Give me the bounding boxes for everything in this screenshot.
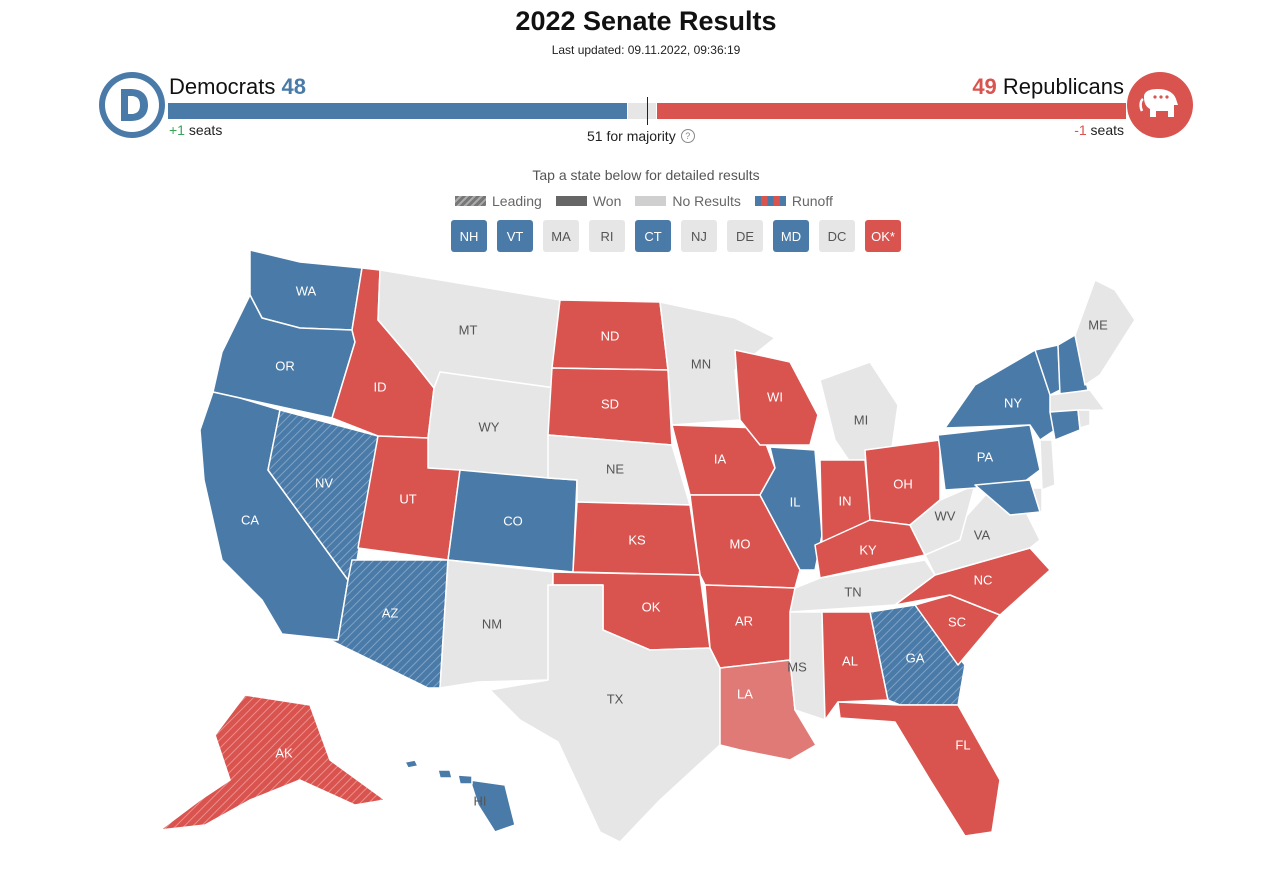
state-md[interactable]	[974, 479, 1041, 516]
state-button-vt[interactable]: VT	[497, 220, 533, 252]
state-ms[interactable]	[789, 611, 826, 721]
state-button-ri[interactable]: RI	[589, 220, 625, 252]
state-button-dc[interactable]: DC	[819, 220, 855, 252]
state-ks[interactable]	[572, 501, 701, 576]
republicans-logo	[1127, 72, 1193, 138]
state-button-nj[interactable]: NJ	[681, 220, 717, 252]
democrats-change-value: +1	[169, 122, 185, 138]
state-hi[interactable]	[469, 779, 516, 833]
state-nm[interactable]	[439, 559, 554, 689]
state-ar[interactable]	[704, 584, 796, 669]
state-sd[interactable]	[547, 367, 673, 446]
democrats-change: +1 seats	[169, 122, 222, 138]
seat-bar-democrats	[168, 103, 627, 119]
state-ct[interactable]	[1049, 409, 1081, 441]
legend-label: No Results	[672, 193, 741, 209]
majority-note: 51 for majority ?	[587, 128, 695, 144]
legend-swatch-won	[555, 196, 587, 206]
democrats-seat-count: 48	[281, 74, 306, 99]
legend-label: Leading	[492, 193, 542, 209]
seat-bar	[168, 103, 1126, 119]
state-ca[interactable]	[199, 391, 349, 641]
legend-swatch-no-results	[635, 196, 667, 206]
legend-swatch-leading	[455, 196, 486, 206]
state-il[interactable]	[759, 446, 823, 571]
republicans-seat-count: 49	[972, 74, 997, 99]
legend-runoff: Runoff	[754, 193, 833, 209]
seat-bar-undecided	[627, 103, 656, 119]
state-button-de[interactable]: DE	[727, 220, 763, 252]
state-tx[interactable]	[489, 584, 721, 843]
legend-no-results: No Results	[635, 193, 741, 209]
state-me[interactable]	[1074, 279, 1136, 386]
republicans-label: Republicans	[1002, 74, 1124, 99]
state-hi-island[interactable]	[437, 769, 453, 779]
republicans-change-label: seats	[1090, 122, 1124, 138]
state-ny[interactable]	[944, 349, 1056, 441]
legend-leading: Leading	[455, 193, 542, 209]
state-button-md[interactable]: MD	[773, 220, 809, 252]
state-ri[interactable]	[1077, 409, 1091, 429]
state-hi-island[interactable]	[404, 759, 419, 769]
legend-won: Won	[555, 193, 622, 209]
legend-swatch-runoff	[754, 196, 786, 206]
democrats-logo	[99, 72, 165, 138]
state-nd[interactable]	[551, 299, 669, 371]
help-icon[interactable]: ?	[680, 129, 695, 143]
seat-bar-republicans	[656, 103, 1126, 119]
majority-label: 51 for majority	[587, 128, 676, 144]
small-state-buttons: NH VT MA RI CT NJ DE MD DC OK*	[451, 220, 901, 252]
state-al[interactable]	[821, 611, 889, 721]
democrat-d-icon	[121, 89, 148, 121]
state-wy[interactable]	[427, 371, 556, 479]
state-wv[interactable]	[909, 484, 976, 556]
last-updated: Last updated: 09.11.2022, 09:36:19	[551, 43, 741, 57]
republicans-change-value: -1	[1074, 122, 1087, 138]
state-button-ct[interactable]: CT	[635, 220, 671, 252]
democrats-change-label: seats	[188, 122, 223, 138]
page-title: 2022 Senate Results	[515, 6, 777, 36]
state-hi-island[interactable]	[457, 774, 473, 785]
state-wa[interactable]	[249, 249, 363, 331]
state-button-ok[interactable]: OK*	[865, 220, 901, 252]
democrats-heading: Democrats 48	[169, 74, 306, 100]
state-ak[interactable]	[159, 694, 386, 831]
state-button-ma[interactable]: MA	[543, 220, 579, 252]
legend-label: Runoff	[791, 193, 833, 209]
republicans-change: -1 seats	[1074, 122, 1124, 138]
state-pa[interactable]	[937, 424, 1041, 491]
democrats-label: Democrats	[169, 74, 276, 99]
state-ma[interactable]	[1049, 389, 1106, 413]
state-nj[interactable]	[1039, 439, 1056, 491]
state-az[interactable]	[329, 559, 449, 689]
tap-hint: Tap a state below for detailed results	[532, 167, 760, 183]
map-legend: Leading Won No Results Runoff	[455, 193, 833, 209]
majority-marker	[647, 97, 648, 125]
elephant-icon	[1139, 89, 1178, 117]
state-wi[interactable]	[734, 349, 819, 446]
legend-label: Won	[592, 193, 622, 209]
state-fl[interactable]	[837, 701, 1001, 837]
state-button-nh[interactable]: NH	[451, 220, 487, 252]
state-co[interactable]	[447, 469, 578, 573]
republicans-heading: 49 Republicans	[972, 74, 1124, 100]
